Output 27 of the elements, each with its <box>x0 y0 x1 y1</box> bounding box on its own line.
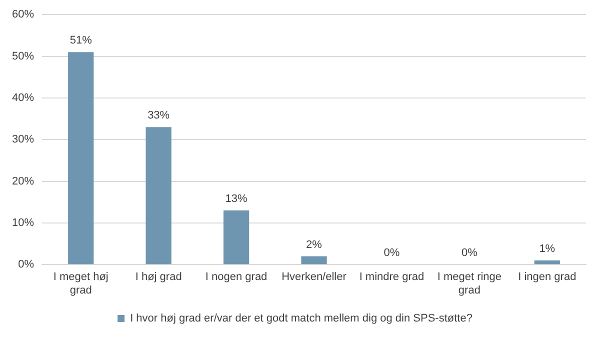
y-tick-label: 30% <box>12 134 34 146</box>
x-tick-label: I ingen grad <box>518 271 576 284</box>
y-tick-label: 20% <box>12 175 34 188</box>
y-tick-label: 0% <box>18 258 34 271</box>
data-label: 2% <box>306 238 322 251</box>
bar <box>68 52 94 264</box>
data-label: 0% <box>384 247 400 260</box>
data-label: 13% <box>225 192 248 205</box>
x-tick-label: I mindre grad <box>359 271 424 284</box>
y-tick-label: 60% <box>12 8 34 21</box>
x-tick-label: I høj grad <box>135 271 182 284</box>
data-label: 1% <box>539 242 556 255</box>
x-tick-label: Hverken/eller <box>282 271 347 284</box>
bar <box>223 210 250 264</box>
data-label: 0% <box>461 247 478 260</box>
y-tick-label: 50% <box>12 50 34 62</box>
y-tick-label: 10% <box>12 216 34 229</box>
x-tick-label: I meget ringe grad <box>437 271 502 296</box>
x-tick-label: I meget høj grad <box>53 271 108 296</box>
data-label: 51% <box>70 34 92 47</box>
bar <box>534 260 560 264</box>
legend-label: I hvor høj grad er/var der et godt match mellem dig og din SPS-støtte? <box>130 312 472 325</box>
x-tick-label: I nogen grad <box>205 271 268 284</box>
bar <box>301 256 327 264</box>
bar <box>146 127 172 264</box>
y-tick-label: 40% <box>12 92 34 104</box>
data-label: 33% <box>148 110 170 122</box>
